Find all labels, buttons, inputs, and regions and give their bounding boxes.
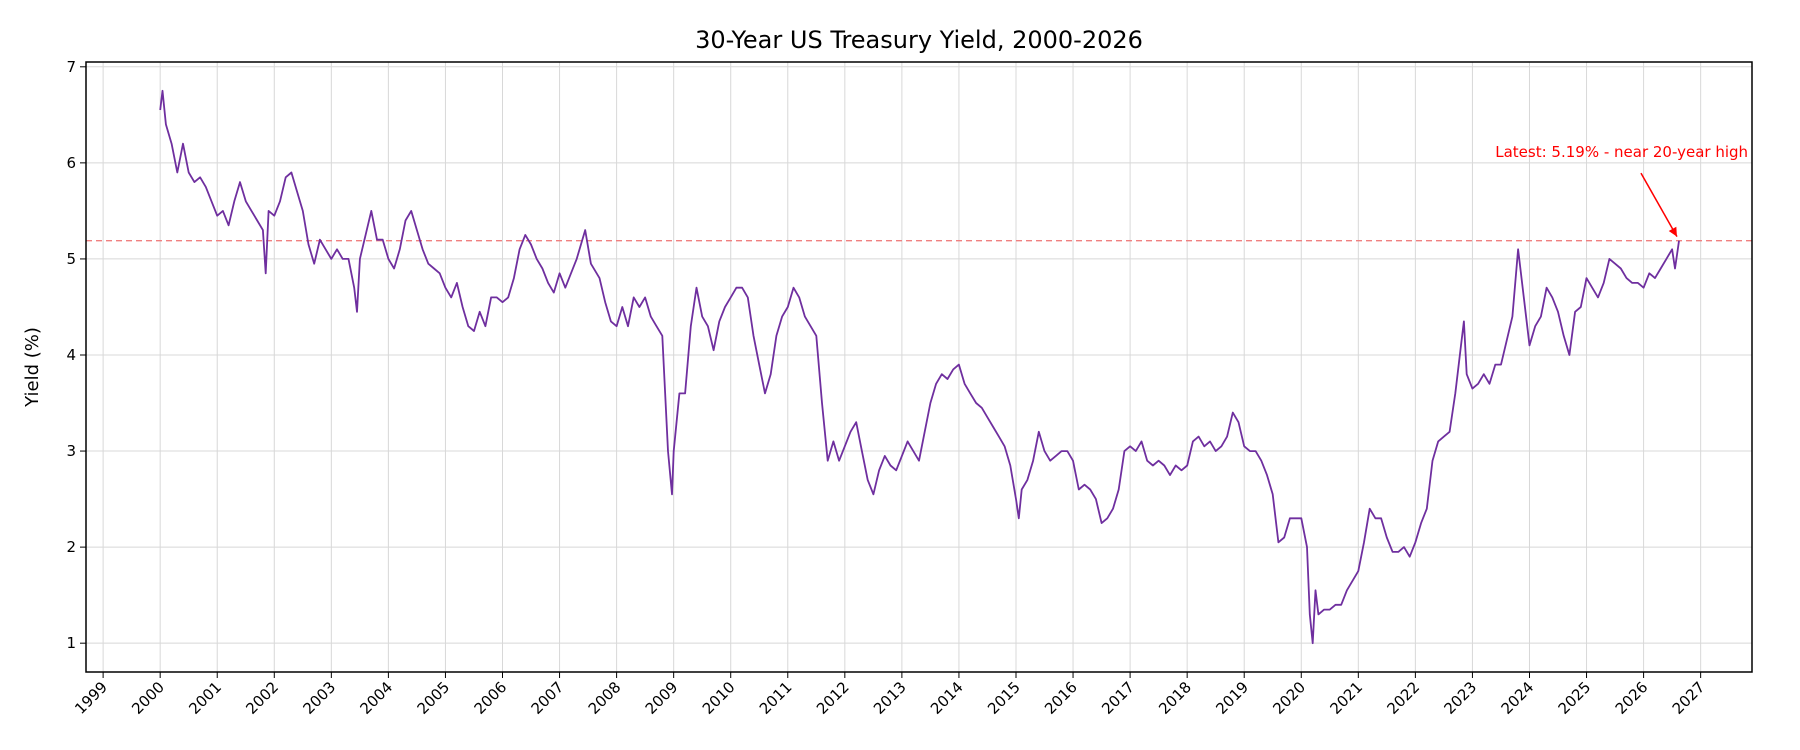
- x-tick-label: 2011: [756, 678, 796, 718]
- x-tick-label: 2025: [1555, 678, 1595, 718]
- x-tick-label: 2023: [1441, 678, 1481, 718]
- x-tick-label: 2012: [813, 678, 853, 718]
- x-tick-label: 2003: [299, 678, 339, 718]
- x-tick-label: 2002: [242, 678, 282, 718]
- y-tick-label: 5: [66, 250, 76, 268]
- annotation-text: Latest: 5.19% - near 20-year high: [1495, 143, 1748, 161]
- x-tick-label: 2022: [1383, 678, 1423, 718]
- y-tick-label: 6: [66, 154, 76, 172]
- y-axis-label: Yield (%): [22, 327, 43, 408]
- chart-title: 30-Year US Treasury Yield, 2000-2026: [695, 26, 1143, 54]
- annotation-arrow-line: [1640, 172, 1678, 238]
- series-layer: [159, 89, 1680, 645]
- annotation-arrow-head: [1668, 226, 1677, 237]
- x-tick-label: 2001: [185, 678, 225, 718]
- x-tick-label: 2016: [1041, 678, 1081, 718]
- x-tick-label: 2004: [356, 678, 396, 718]
- x-tick-label: 2014: [927, 678, 967, 718]
- y-tick-label: 2: [66, 538, 76, 556]
- x-tick-label: 1999: [71, 678, 111, 718]
- y-tick-label: 7: [66, 58, 76, 76]
- x-tick-label: 2020: [1269, 678, 1309, 718]
- x-tick-label: 2024: [1498, 678, 1538, 718]
- x-tick-label: 2000: [128, 678, 168, 718]
- x-tick-label: 2015: [984, 678, 1024, 718]
- y-axis: 1 2 3 4 5 6 7: [66, 58, 86, 652]
- x-tick-label: 2017: [1098, 678, 1138, 718]
- x-tick-label: 2006: [471, 678, 511, 718]
- y-tick-label: 3: [66, 442, 76, 460]
- x-tick-label: 2010: [699, 678, 739, 718]
- x-tick-label: 2009: [642, 678, 682, 718]
- annotation-layer: Latest: 5.19% - near 20-year high: [1495, 143, 1748, 238]
- x-tick-label: 2027: [1669, 678, 1709, 718]
- x-tick-label: 2008: [585, 678, 625, 718]
- x-tick-label: 2013: [870, 678, 910, 718]
- y-tick-label: 4: [66, 346, 76, 364]
- series-line: [159, 89, 1680, 645]
- plot-frame: [85, 61, 1753, 673]
- x-tick-label: 2021: [1326, 678, 1366, 718]
- x-tick-label: 2026: [1612, 678, 1652, 718]
- x-tick-label: 2018: [1155, 678, 1195, 718]
- x-tick-label: 2005: [414, 678, 454, 718]
- x-tick-label: 2019: [1212, 678, 1252, 718]
- x-axis: 1999 2000 2001 2002 2003 2004 2005 2006 2007 2008…: [71, 672, 1708, 718]
- y-tick-label: 1: [66, 634, 76, 652]
- x-tick-label: 2007: [528, 678, 568, 718]
